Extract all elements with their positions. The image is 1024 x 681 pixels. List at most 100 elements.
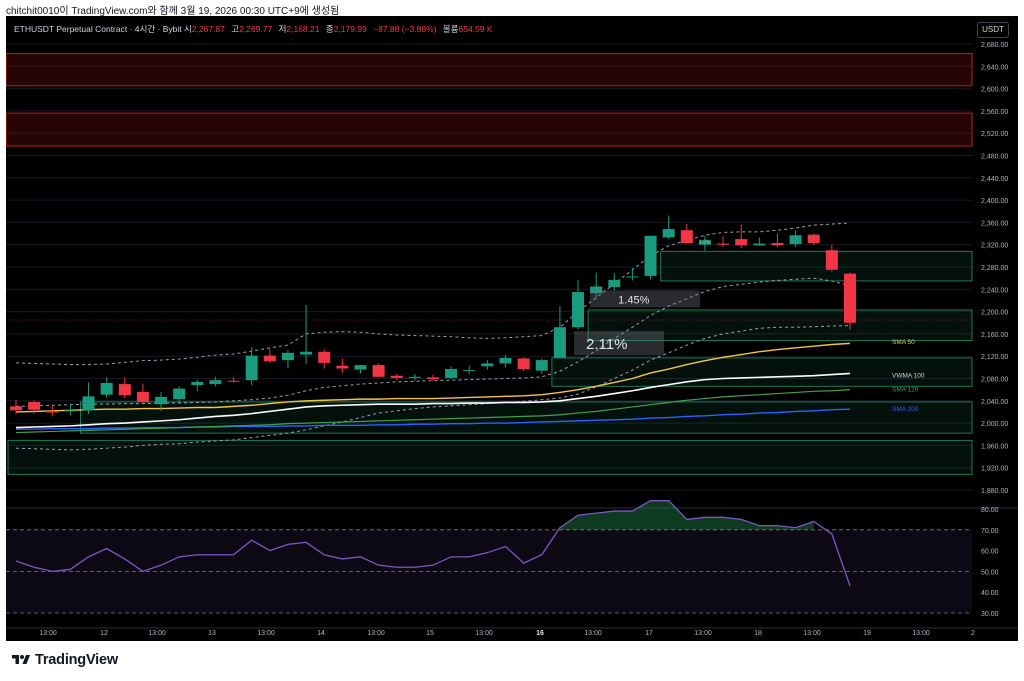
candle-up — [354, 365, 367, 370]
volume-label: 볼륨 — [442, 24, 459, 34]
candle-down — [227, 380, 240, 382]
low-label: 저 — [278, 24, 287, 34]
open-label: 시 — [183, 24, 192, 34]
bollinger-basis-line — [15, 277, 851, 407]
candle-down — [735, 239, 748, 246]
price-axis-label: 2,160.00 — [981, 332, 1008, 339]
close-label: 종 — [325, 24, 334, 34]
price-axis-label: 2,680.00 — [981, 42, 1008, 49]
rsi-axis-label: 60.00 — [981, 549, 999, 556]
candle-up — [535, 360, 548, 371]
price-axis-label: 2,440.00 — [981, 176, 1008, 183]
high-value: 2,269.77 — [239, 24, 273, 34]
tradingview-logo-icon — [12, 655, 30, 664]
price-axis-label: 1,920.00 — [981, 466, 1008, 473]
measure-label-small: 1.3% — [699, 240, 711, 246]
candle-up — [499, 357, 512, 364]
demand-zone — [660, 250, 973, 282]
candle-down — [28, 401, 41, 410]
open-value: 2,267.87 — [191, 24, 225, 34]
time-axis-label: 13:00 — [475, 630, 493, 637]
candle-up — [463, 370, 476, 372]
sma120-label: SMA 120 — [892, 387, 919, 394]
candle-down — [825, 250, 838, 270]
price-axis-label: 2,080.00 — [981, 377, 1008, 384]
candle-up — [662, 229, 675, 238]
chart-caption: chitchit0010이 TradingView.com와 함께 3월 19,… — [6, 6, 340, 17]
time-axis-label: 19 — [863, 630, 871, 637]
rsi-axis-label: 50.00 — [981, 569, 999, 576]
sma50-label: SMA 50 — [892, 339, 915, 346]
candle-up — [64, 410, 77, 412]
time-axis-label: 18 — [754, 630, 762, 637]
demand-zone — [7, 439, 973, 475]
candle-down — [426, 377, 439, 380]
candle-up — [590, 286, 603, 294]
candle-down — [390, 375, 403, 378]
time-axis-label: 13:00 — [584, 630, 602, 637]
time-axis-label: 2 — [971, 630, 975, 637]
candle-up — [100, 382, 113, 395]
price-axis-label: 2,640.00 — [981, 64, 1008, 71]
price-axis-label: 2,280.00 — [981, 265, 1008, 272]
time-axis-label: 13:00 — [257, 630, 275, 637]
time-axis-label: 13 — [208, 630, 216, 637]
currency-button[interactable]: USDT — [977, 22, 1009, 38]
sma50-line — [15, 342, 851, 413]
volume-value: 654.59 K — [458, 24, 493, 34]
measure-box-1 — [590, 290, 701, 308]
candle-down — [771, 243, 784, 246]
rsi-axis-label: 70.00 — [981, 528, 999, 535]
candle-down — [336, 365, 349, 369]
time-axis-label: 13:00 — [912, 630, 930, 637]
chart-frame[interactable]: 1.45% 2.11% 1.3% SMA 50 VWMA 100 SMA 120 SMA 2… — [6, 16, 1018, 641]
supply-zone — [6, 112, 973, 147]
candle-up — [481, 363, 494, 367]
candle-up — [445, 369, 458, 378]
low-value: 2,168.21 — [286, 24, 320, 34]
change-value: −87.88 (−3.88%) — [373, 24, 437, 34]
time-axis-label: 12 — [100, 630, 108, 637]
price-axis-label: 1,880.00 — [981, 488, 1008, 495]
candle-up — [644, 235, 657, 276]
time-axis-label: 15 — [426, 630, 434, 637]
candle-up — [173, 388, 186, 400]
time-axis-label: 13:00 — [148, 630, 166, 637]
candle-down — [118, 384, 131, 396]
candle-up — [789, 235, 802, 245]
candle-up — [82, 396, 95, 411]
tradingview-logo-text: TradingView — [35, 652, 118, 668]
candle-down — [136, 391, 149, 402]
price-axis-label: 2,360.00 — [981, 220, 1008, 227]
price-axis-label: 2,560.00 — [981, 109, 1008, 116]
candle-down — [843, 273, 856, 323]
time-axis-label: 17 — [645, 630, 653, 637]
time-axis-label: 13:00 — [803, 630, 821, 637]
symbol-name[interactable]: ETHUSDT Perpetual Contract · 4시간 · Bybit — [14, 24, 182, 34]
rsi-line — [15, 500, 851, 587]
candle-up — [155, 396, 168, 405]
candle-down — [46, 410, 59, 413]
chart-canvas[interactable]: 1.45% 2.11% 1.3% SMA 50 VWMA 100 SMA 120 SMA 2… — [6, 16, 1018, 641]
sma200-label: SMA 200 — [892, 406, 919, 413]
candle-down — [517, 358, 530, 370]
candle-down — [372, 365, 385, 377]
candle-up — [753, 243, 766, 246]
vwma100-label: VWMA 100 — [892, 373, 925, 380]
price-axis-label: 2,520.00 — [981, 131, 1008, 138]
candle-up — [553, 327, 566, 358]
candle-up — [209, 380, 222, 385]
demand-zone — [551, 357, 973, 387]
time-axis-label: 14 — [317, 630, 325, 637]
candle-up — [626, 276, 639, 278]
price-axis-label: 2,600.00 — [981, 87, 1008, 94]
candle-down — [318, 351, 331, 363]
candle-down — [10, 406, 22, 411]
measure-box-2 — [574, 331, 665, 356]
time-axis-label: 13:00 — [367, 630, 385, 637]
demand-zone — [80, 401, 973, 434]
symbol-legend: ETHUSDT Perpetual Contract · 4시간 · Bybit… — [14, 23, 497, 35]
tradingview-logo[interactable]: TradingView — [10, 652, 118, 668]
sma120-line — [15, 389, 851, 434]
candle-down — [680, 230, 693, 244]
